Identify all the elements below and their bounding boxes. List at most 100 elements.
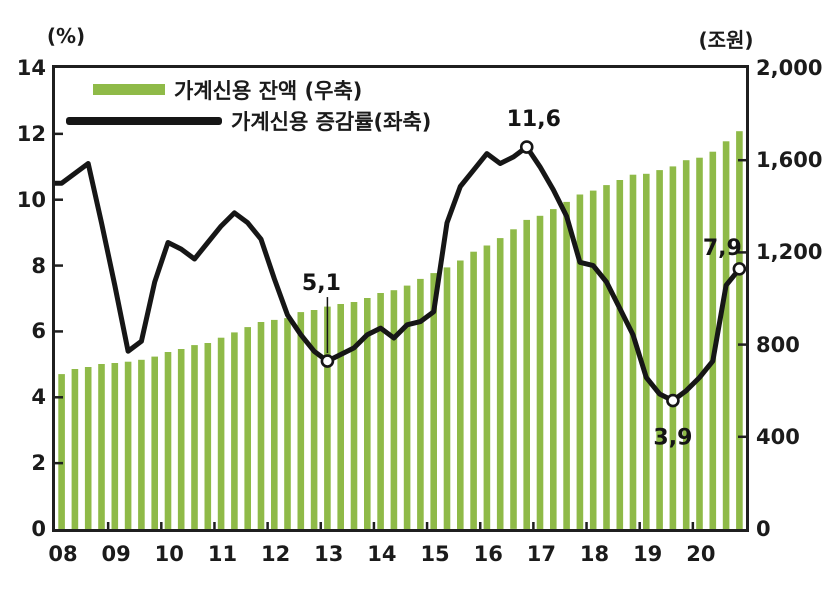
bar-quarter-22 xyxy=(350,302,358,529)
right-axis-tick-label: 800 xyxy=(756,332,800,357)
bar-quarter-23 xyxy=(364,298,371,529)
bar-quarter-36 xyxy=(536,215,544,529)
x-axis-year-label: 17 xyxy=(526,542,556,566)
data-point-marker xyxy=(320,354,335,368)
bar-quarter-26 xyxy=(403,285,411,529)
right-axis-tick-label: 0 xyxy=(756,517,771,541)
bar-quarter-18 xyxy=(297,312,305,529)
bar-quarter-49 xyxy=(709,151,717,529)
bar-quarter-42 xyxy=(616,180,624,529)
x-axis-year-label: 10 xyxy=(154,542,184,566)
x-axis-year-label: 13 xyxy=(314,542,344,566)
annotation-value-label: 7,9 xyxy=(703,236,742,261)
x-axis-year-label: 12 xyxy=(260,542,291,566)
growth-rate-line xyxy=(55,144,742,404)
left-axis-tick-label: 6 xyxy=(31,319,46,344)
left-axis-tick-label: 0 xyxy=(31,517,46,541)
bar-quarter-24 xyxy=(377,293,384,529)
line-series-swatch xyxy=(66,116,222,125)
bar-quarter-45 xyxy=(656,170,663,529)
bar-quarter-9 xyxy=(177,349,185,529)
chart-canvas: 5,1 11,6 3,9 7,9 xyxy=(55,107,746,529)
annotation-value-label: 5,1 xyxy=(302,271,341,296)
bar-quarter-12 xyxy=(217,337,225,529)
bar-quarter-2 xyxy=(84,367,92,529)
data-point-marker xyxy=(519,140,534,154)
bar-quarter-5 xyxy=(124,361,132,529)
legend-label-growth-rate: 가계신용 증감률(좌축) xyxy=(231,109,432,134)
annotation-value-label: 11,6 xyxy=(507,107,561,132)
legend-item-growth-rate: 가계신용 증감률(좌축) xyxy=(62,105,431,136)
right-axis-tick-label: 400 xyxy=(756,424,800,449)
x-axis-year-label: 19 xyxy=(633,542,663,566)
bar-quarter-50 xyxy=(722,141,730,529)
left-axis-tick-label: 14 xyxy=(16,56,46,80)
bar-quarter-7 xyxy=(151,356,158,529)
bar-quarter-3 xyxy=(98,364,105,529)
plot-area: 5,1 11,6 3,9 7,9 xyxy=(52,65,749,532)
bar-quarter-47 xyxy=(682,160,690,529)
legend-item-balance: 가계신용 잔액 (우축) xyxy=(62,74,431,105)
x-axis-year-label: 20 xyxy=(686,542,716,566)
bar-quarter-51 xyxy=(736,131,743,529)
bar-quarter-6 xyxy=(138,359,145,529)
bar-quarter-30 xyxy=(457,260,464,529)
right-axis-tick-label: 1,600 xyxy=(756,148,823,173)
bar-quarter-27 xyxy=(417,278,424,529)
left-axis-tick-label: 4 xyxy=(31,385,46,410)
x-axis-year-label: 09 xyxy=(101,542,131,566)
bar-quarter-11 xyxy=(204,343,212,529)
x-axis-year-label: 16 xyxy=(473,542,503,566)
bar-quarter-40 xyxy=(589,190,597,529)
bar-quarter-38 xyxy=(563,201,570,529)
x-axis-year-label: 14 xyxy=(367,542,397,566)
bar-quarter-32 xyxy=(483,245,491,529)
bar-quarter-15 xyxy=(257,322,265,529)
left-axis-unit-label: (%) xyxy=(46,24,86,48)
bar-quarter-41 xyxy=(603,185,610,529)
bar-quarter-35 xyxy=(523,219,530,529)
bar-quarter-20 xyxy=(324,306,331,529)
bar-quarter-19 xyxy=(310,310,318,529)
bar-quarter-0 xyxy=(58,374,65,529)
bar-quarter-37 xyxy=(550,209,557,529)
bar-quarter-17 xyxy=(284,318,291,529)
bar-quarter-39 xyxy=(576,194,584,529)
bar-quarter-8 xyxy=(164,352,172,529)
bar-quarter-13 xyxy=(231,332,238,529)
bar-quarter-21 xyxy=(337,304,344,529)
bar-quarter-4 xyxy=(111,363,119,529)
left-axis-tick-label: 12 xyxy=(16,121,46,146)
left-axis-tick-label: 10 xyxy=(16,187,46,212)
bar-quarter-43 xyxy=(629,174,637,529)
bar-quarter-25 xyxy=(390,290,398,529)
x-axis-year-label: 18 xyxy=(579,542,610,566)
annotation-value-label: 3,9 xyxy=(653,426,692,451)
legend: 가계신용 잔액 (우축) 가계신용 증감률(좌축) xyxy=(62,74,431,136)
data-point-marker xyxy=(666,393,680,408)
bar-quarter-10 xyxy=(191,345,198,529)
legend-label-balance: 가계신용 잔액 (우축) xyxy=(174,78,363,103)
left-axis-tick-label: 2 xyxy=(31,451,46,476)
bar-quarter-1 xyxy=(71,369,79,529)
left-axis-tick-label: 8 xyxy=(31,253,46,278)
bar-series-swatch xyxy=(93,84,165,95)
right-axis-tick-label: 2,000 xyxy=(756,56,823,80)
bar-quarter-44 xyxy=(643,173,650,529)
bar-quarter-31 xyxy=(470,251,477,529)
bar-quarter-14 xyxy=(244,327,251,529)
bar-quarter-34 xyxy=(510,229,517,529)
x-axis-year-label: 08 xyxy=(48,542,78,566)
bar-quarter-28 xyxy=(430,273,437,529)
bar-quarter-46 xyxy=(669,166,677,529)
bar-quarter-48 xyxy=(696,157,703,529)
x-axis-year-label: 11 xyxy=(207,542,238,566)
bar-quarter-29 xyxy=(443,267,451,529)
data-point-marker xyxy=(732,262,746,276)
bar-quarter-33 xyxy=(496,238,504,529)
right-axis-tick-label: 1,200 xyxy=(756,240,823,265)
right-axis-unit-label: (조원) xyxy=(698,28,754,52)
x-axis-year-label: 15 xyxy=(420,542,450,566)
bar-quarter-16 xyxy=(271,319,278,529)
